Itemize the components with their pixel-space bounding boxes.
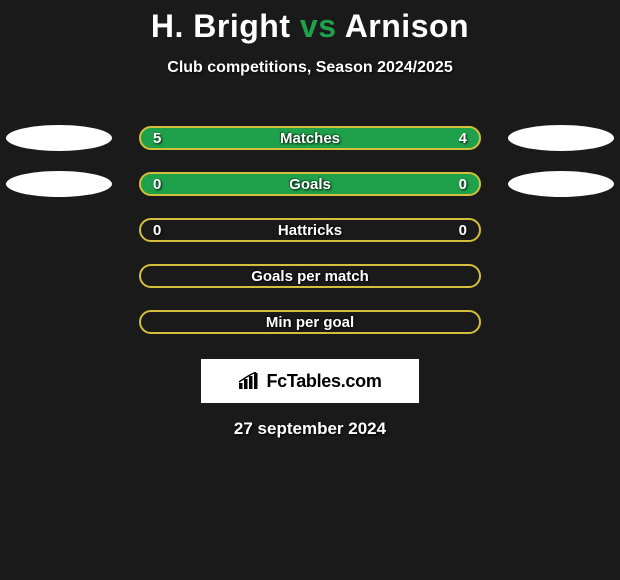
- comparison-card: H. Bright vs Arnison Club competitions, …: [0, 0, 620, 439]
- title: H. Bright vs Arnison: [0, 8, 620, 45]
- stat-left-value: 0: [153, 222, 161, 239]
- stat-row: Goals 0 0: [0, 161, 620, 207]
- vs-text: vs: [300, 8, 337, 44]
- stat-left-value: 0: [153, 176, 161, 193]
- left-ellipse: [6, 171, 112, 197]
- footer-date: 27 september 2024: [0, 419, 620, 439]
- footer-logo: FcTables.com: [201, 359, 419, 403]
- stat-bar: Goals 0 0: [139, 172, 481, 196]
- footer-logo-text: FcTables.com: [266, 371, 381, 392]
- stat-right-value: 0: [459, 176, 467, 193]
- stat-row: Matches 5 4: [0, 115, 620, 161]
- stat-label: Hattricks: [278, 222, 342, 239]
- stat-label: Min per goal: [266, 314, 354, 331]
- stat-row: Min per goal: [0, 299, 620, 345]
- stat-row: Goals per match: [0, 253, 620, 299]
- stat-label: Goals per match: [251, 268, 369, 285]
- stat-bar: Matches 5 4: [139, 126, 481, 150]
- stat-row: Hattricks 0 0: [0, 207, 620, 253]
- stat-left-value: 5: [153, 130, 161, 147]
- subtitle: Club competitions, Season 2024/2025: [0, 59, 620, 77]
- right-ellipse: [508, 171, 614, 197]
- right-ellipse: [508, 125, 614, 151]
- stat-bar: Min per goal: [139, 310, 481, 334]
- stat-label: Goals: [289, 176, 331, 193]
- stat-label: Matches: [280, 130, 340, 147]
- stat-right-value: 4: [459, 130, 467, 147]
- stat-bar: Hattricks 0 0: [139, 218, 481, 242]
- player1-name: H. Bright: [151, 8, 291, 44]
- stat-rows: Matches 5 4 Goals 0 0 Hattricks 0 0 Goals per mat…: [0, 115, 620, 345]
- player2-name: Arnison: [345, 8, 469, 44]
- stat-right-value: 0: [459, 222, 467, 239]
- left-ellipse: [6, 125, 112, 151]
- chart-icon: [238, 372, 260, 390]
- stat-bar: Goals per match: [139, 264, 481, 288]
